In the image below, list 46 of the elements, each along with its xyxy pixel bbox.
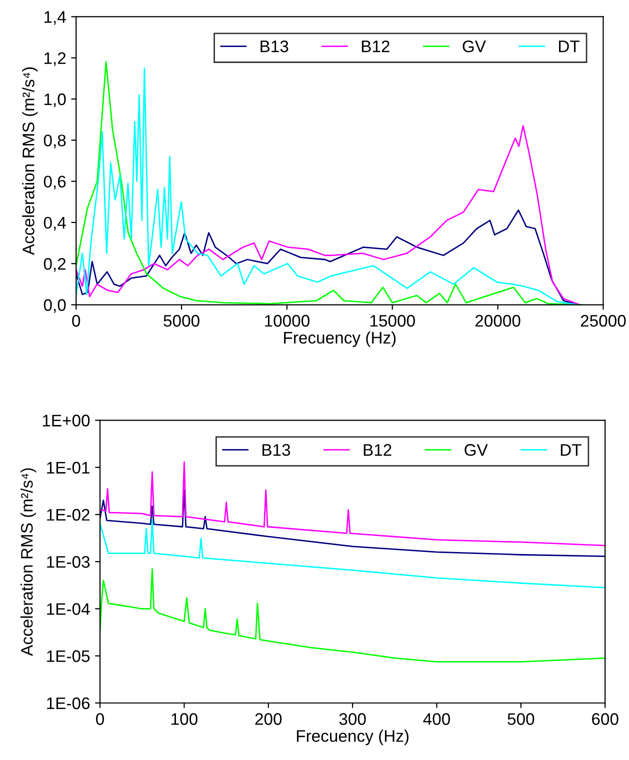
x-tick-label: 15000	[370, 314, 415, 327]
x-tick-label: 0	[96, 713, 104, 725]
line-series	[100, 568, 606, 662]
legend-label: B13	[262, 444, 290, 456]
y-tick-label: 1E+00	[42, 414, 90, 426]
y-tick-label: 0,4	[44, 216, 66, 231]
y-tick-label: 1E-06	[47, 697, 90, 710]
legend-label: B12	[362, 40, 390, 52]
y-tick-label: 1E-04	[47, 603, 90, 615]
x-axis-title: Frecuency (Hz)	[296, 730, 408, 746]
x-axis-title: Frecuency (Hz)	[284, 331, 396, 347]
y-tick-label: 1E-01	[47, 462, 90, 474]
y-tick-label: 0,6	[44, 176, 66, 190]
x-tick-label: 0	[72, 314, 80, 327]
y-tick-label: 0,0	[44, 299, 66, 313]
y-tick-label: 1,2	[44, 52, 66, 66]
x-tick-label: 500	[508, 713, 534, 725]
y-tick-label: 0,8	[44, 134, 66, 148]
x-tick-label: 25000	[580, 314, 626, 327]
x-tick-label: 10000	[265, 314, 310, 327]
legend-label: GV	[464, 444, 488, 456]
x-tick-label: 100	[172, 713, 198, 725]
legend-label: DT	[560, 444, 582, 456]
y-tick-label: 1,4	[44, 11, 66, 25]
line-series	[100, 461, 606, 546]
legend-label: GV	[462, 40, 486, 52]
x-tick-label: 300	[339, 713, 366, 725]
legend-label: DT	[559, 40, 580, 52]
x-tick-label: 400	[423, 713, 450, 725]
line-series	[76, 209, 578, 305]
y-tick-label: 1E-05	[47, 650, 90, 662]
legend-label: B13	[260, 40, 288, 52]
legend-label: B12	[364, 444, 392, 456]
y-tick-label: 1,0	[44, 93, 66, 108]
x-tick-label: 5000	[164, 314, 200, 327]
y-axis-title: Acceleration RMS (m²/s⁴)	[22, 67, 38, 256]
line-series	[100, 489, 606, 557]
line-series	[76, 125, 581, 305]
y-tick-label: 0,2	[44, 258, 66, 272]
y-tick-label: 1E-03	[47, 556, 90, 568]
x-tick-label: 200	[255, 713, 282, 725]
x-tick-label: 600	[592, 713, 618, 725]
y-tick-label: 1E-02	[47, 508, 90, 521]
line-series	[100, 519, 606, 588]
y-axis-title: Acceleration RMS (m²/s⁴)	[20, 468, 36, 656]
x-tick-label: 20000	[475, 314, 520, 327]
